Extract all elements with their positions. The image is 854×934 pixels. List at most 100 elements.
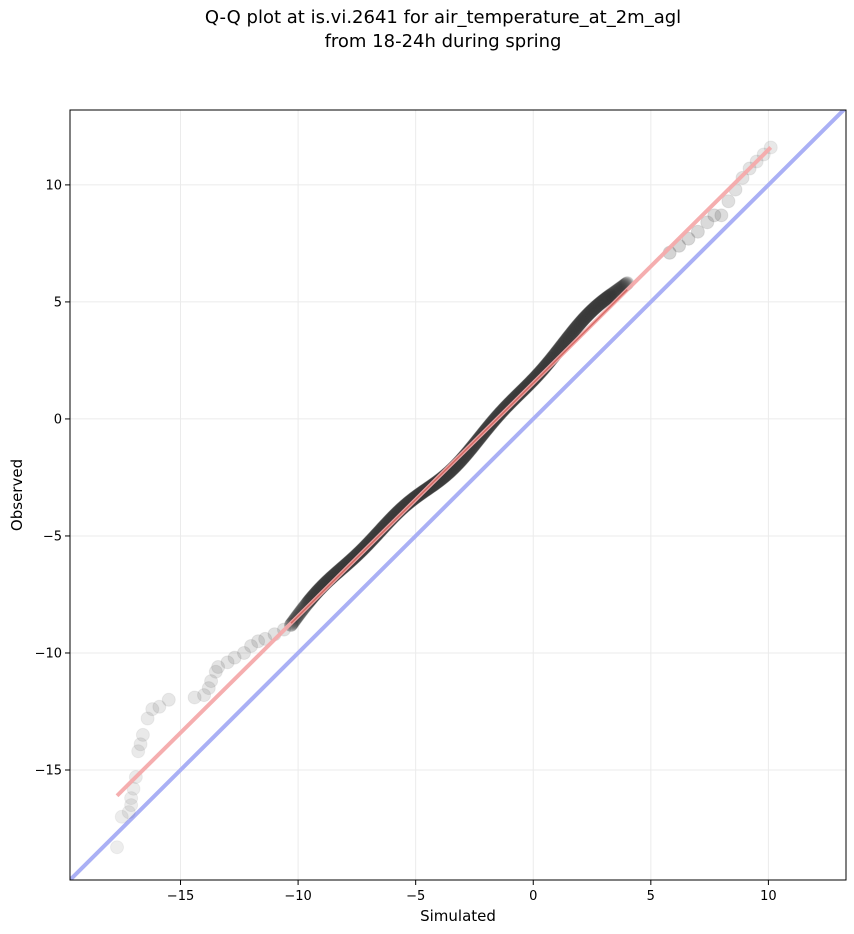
data-point — [568, 321, 583, 336]
x-tick-label: 0 — [529, 889, 537, 904]
data-point — [597, 292, 612, 307]
data-point — [369, 527, 384, 542]
x-tick-label: −5 — [406, 889, 425, 904]
y-tick-label: −10 — [35, 646, 62, 661]
data-point — [368, 529, 383, 544]
data-point — [514, 384, 529, 399]
data-point — [121, 805, 136, 820]
data-point — [591, 297, 606, 312]
x-tick-label: 5 — [647, 889, 655, 904]
data-point — [520, 378, 535, 393]
data-point — [110, 840, 125, 855]
data-point — [347, 549, 362, 564]
data-point — [503, 395, 518, 410]
data-point — [526, 372, 541, 387]
data-point — [114, 809, 129, 824]
data-point — [140, 711, 155, 726]
data-point — [511, 387, 526, 402]
data-point — [201, 681, 216, 696]
data-point — [563, 327, 578, 342]
data-point — [721, 194, 736, 209]
chart-title: Q-Q plot at is.vi.2641 for air_temperatu… — [0, 6, 854, 54]
data-point — [244, 638, 259, 653]
data-point — [500, 398, 515, 413]
data-point — [589, 299, 604, 314]
data-point — [503, 395, 518, 410]
data-point — [578, 310, 593, 325]
data-point — [501, 397, 516, 412]
data-point — [467, 437, 482, 452]
data-point — [559, 332, 574, 347]
data-point — [350, 547, 365, 562]
data-point — [299, 597, 314, 612]
data-point — [681, 231, 696, 246]
chart-title-line-2: from 18-24h during spring — [324, 31, 562, 52]
data-point — [580, 308, 595, 323]
data-point — [525, 373, 540, 388]
data-point — [526, 372, 541, 387]
data-point — [360, 537, 375, 552]
data-point — [566, 324, 581, 339]
data-point — [519, 379, 534, 394]
data-point — [523, 375, 538, 390]
y-tick-label: 0 — [54, 412, 62, 427]
data-point — [601, 289, 616, 304]
data-point — [571, 318, 586, 333]
data-point — [570, 319, 585, 334]
x-tick-label: 10 — [760, 889, 777, 904]
data-point — [341, 555, 356, 570]
data-point — [364, 533, 379, 548]
data-point — [573, 315, 588, 330]
data-point — [595, 294, 610, 309]
data-point — [197, 688, 212, 703]
data-point — [361, 535, 376, 550]
data-point — [578, 309, 593, 324]
data-point — [564, 326, 579, 341]
data-point — [569, 320, 584, 335]
data-point — [598, 292, 613, 307]
grid — [70, 110, 846, 880]
data-point — [602, 288, 617, 303]
chart-title-line-1: Q-Q plot at is.vi.2641 for air_temperatu… — [204, 7, 682, 28]
data-point — [359, 538, 374, 553]
data-points — [110, 140, 778, 855]
data-point — [187, 690, 202, 705]
data-point — [500, 398, 515, 413]
data-point — [604, 287, 619, 302]
data-point — [558, 334, 573, 349]
data-point — [258, 631, 273, 646]
data-point — [465, 440, 480, 455]
data-point — [507, 391, 522, 406]
data-point — [527, 371, 542, 386]
data-point — [504, 394, 519, 409]
data-point — [562, 329, 577, 344]
data-point — [561, 330, 576, 345]
data-point — [605, 286, 620, 301]
data-point — [518, 380, 533, 395]
data-point — [499, 399, 514, 414]
y-tick-label: −5 — [43, 529, 62, 544]
data-point — [220, 655, 235, 670]
data-point — [576, 311, 591, 326]
data-point — [343, 554, 358, 569]
data-point — [603, 288, 618, 303]
data-point — [582, 306, 597, 321]
y-tick-label: 5 — [54, 295, 62, 310]
data-point — [590, 298, 605, 313]
data-point — [584, 304, 599, 319]
data-point — [512, 386, 527, 401]
data-point — [340, 556, 355, 571]
data-point — [428, 476, 443, 491]
data-point — [361, 536, 376, 551]
data-point — [466, 438, 481, 453]
data-point — [124, 791, 139, 806]
data-point — [364, 532, 379, 547]
data-point — [557, 334, 572, 349]
data-point — [512, 386, 527, 401]
data-point — [606, 286, 621, 301]
data-point — [345, 551, 360, 566]
data-point — [366, 530, 381, 545]
data-point — [585, 302, 600, 317]
data-point — [597, 293, 612, 308]
